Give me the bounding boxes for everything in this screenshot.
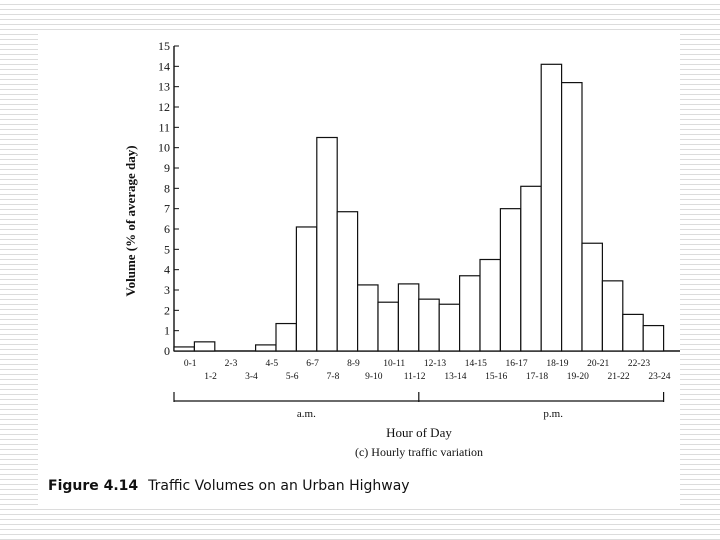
x-tick-label-16-17: 16-17	[506, 359, 528, 369]
bar-16-17	[499, 208, 522, 352]
x-tick-label-9-10: 9-10	[365, 372, 383, 382]
y-tick-label-0: 0	[164, 344, 170, 358]
bar-12-13	[418, 298, 440, 352]
y-tick-label-9: 9	[164, 161, 170, 175]
x-tick-label-19-20: 19-20	[567, 372, 589, 382]
bar-10-11	[377, 301, 399, 352]
x-tick-label-0-1: 0-1	[184, 359, 197, 369]
bar-0-1	[173, 346, 195, 352]
x-tick-label-6-7: 6-7	[306, 359, 319, 369]
y-tick-label-13: 13	[158, 80, 170, 94]
x-tick-label-5-6: 5-6	[286, 372, 299, 382]
figure-panel: 0 1 2 3 4 5 6 7 8 9 10 11 12 13 14 15 0-1 1-2 2-3 3-4 4-5 5-…	[38, 34, 680, 506]
x-tick-label-12-13: 12-13	[424, 359, 446, 369]
bar-23-24	[642, 324, 665, 352]
x-tick-label-13-14: 13-14	[444, 372, 466, 382]
x-tick-label-17-18: 17-18	[526, 372, 548, 382]
x-tick-label-1-2: 1-2	[204, 372, 217, 382]
y-tick-label-7: 7	[164, 202, 170, 216]
period-label-am: a.m.	[297, 408, 316, 420]
bar-6-7	[295, 226, 318, 352]
x-tick-label-2-3: 2-3	[225, 359, 238, 369]
x-tick-label-22-23: 22-23	[628, 359, 650, 369]
y-tick-label-8: 8	[164, 181, 170, 195]
bars	[173, 63, 680, 352]
bar-13-14	[438, 303, 461, 352]
figure-number: Figure 4.14	[48, 478, 139, 494]
chart-subtitle: (c) Hourly traffic variation	[355, 445, 483, 459]
bar-5-6	[275, 322, 297, 352]
bar-7-8	[316, 136, 338, 352]
bar-18-19	[540, 63, 563, 352]
y-axis-label: Volume (% of average day)	[123, 145, 138, 296]
x-tick-label-18-19: 18-19	[546, 359, 568, 369]
y-tick-label-4: 4	[164, 263, 170, 277]
x-tick-label-15-16: 15-16	[485, 372, 507, 382]
y-tick-label-3: 3	[164, 283, 170, 297]
y-tick-label-11: 11	[158, 120, 170, 134]
y-tick-label-5: 5	[164, 242, 170, 256]
y-tick-label-14: 14	[158, 59, 170, 73]
y-tick-label-6: 6	[164, 222, 170, 236]
period-brackets: a.m. p.m.	[173, 392, 665, 420]
x-tick-label-8-9: 8-9	[347, 359, 360, 369]
y-tick-label-2: 2	[164, 303, 170, 317]
bar-15-16	[479, 258, 501, 352]
bar-8-9	[336, 211, 359, 352]
figure-caption-text: Traffic Volumes on an Urban Highway	[148, 478, 410, 494]
x-axis-label: Hour of Day	[386, 425, 452, 440]
x-tick-label-14-15: 14-15	[465, 359, 487, 369]
bar-1-2	[193, 341, 216, 352]
x-tick-label-3-4: 3-4	[245, 372, 258, 382]
bar-21-22	[601, 280, 624, 352]
bar-11-12	[397, 283, 420, 352]
bar-17-18	[520, 185, 542, 352]
y-tick-label-10: 10	[158, 141, 170, 155]
x-tick-label-23-24: 23-24	[648, 372, 670, 382]
bar-20-21	[581, 242, 603, 352]
x-tick-label-20-21: 20-21	[587, 359, 609, 369]
bar-4-5	[255, 344, 277, 352]
x-tick-label-7-8: 7-8	[327, 372, 340, 382]
bar-19-20	[560, 81, 583, 352]
bar-9-10	[357, 284, 379, 352]
x-tick-label-10-11: 10-11	[383, 359, 405, 369]
x-tick-label-11-12: 11-12	[404, 372, 426, 382]
figure-caption: Figure 4.14 Traffic Volumes on an Urban H…	[48, 478, 410, 494]
x-tick-label-4-5: 4-5	[265, 359, 278, 369]
bar-14-15	[459, 275, 481, 352]
period-label-pm: p.m.	[543, 408, 563, 420]
y-tick-label-12: 12	[158, 100, 170, 114]
bar-22-23	[622, 313, 644, 352]
y-tick-label-1: 1	[164, 324, 170, 338]
y-tick-label-15: 15	[158, 39, 170, 53]
x-tick-label-21-22: 21-22	[608, 372, 630, 382]
